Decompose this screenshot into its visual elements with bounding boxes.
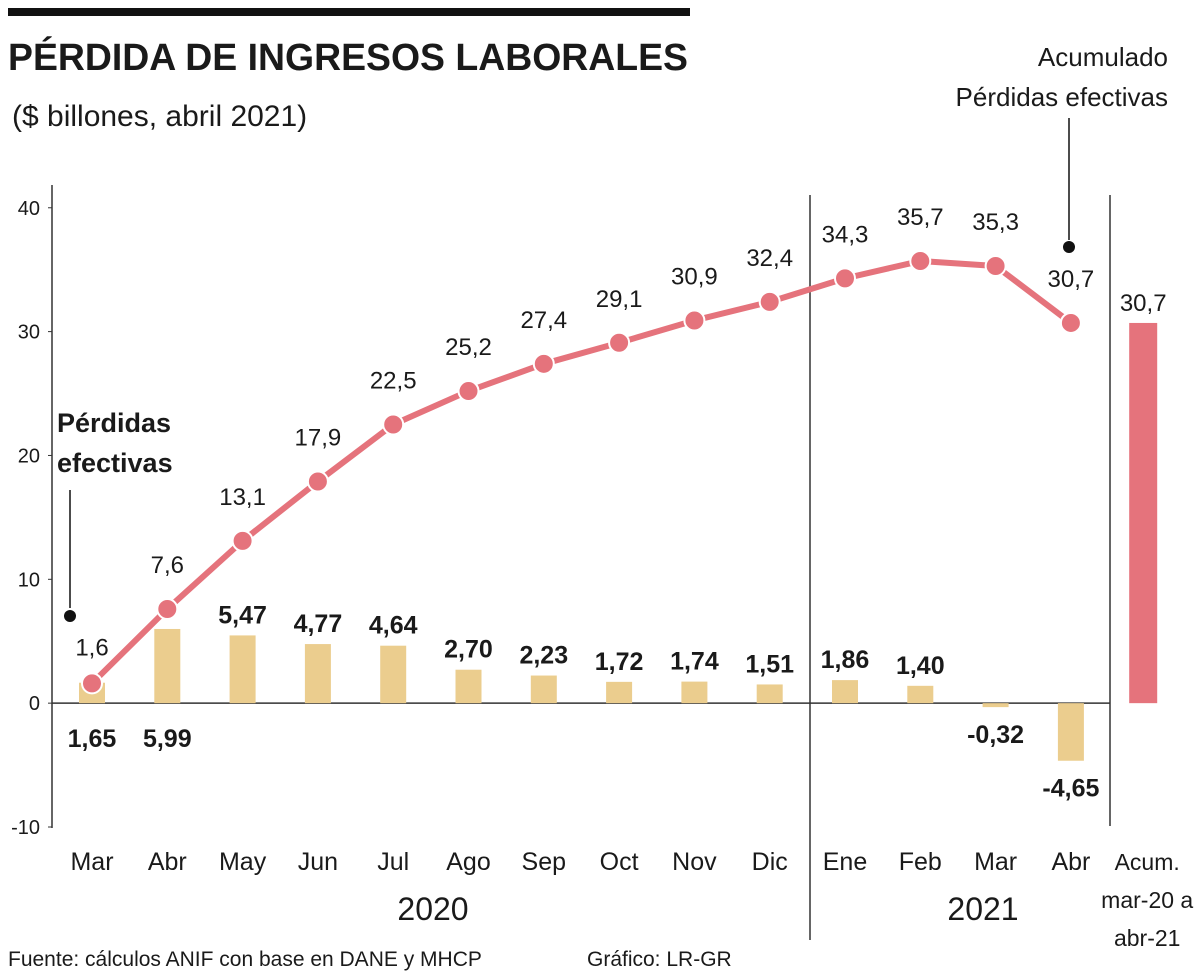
bar bbox=[606, 681, 633, 704]
line-value-label: 29,1 bbox=[596, 286, 643, 313]
bar-value-label: 1,40 bbox=[896, 652, 945, 680]
line-point bbox=[457, 380, 480, 403]
chart-subtitle: ($ billones, abril 2021) bbox=[12, 100, 307, 133]
line-value-label: 32,4 bbox=[746, 245, 793, 272]
x-tick-label: Sep bbox=[522, 848, 566, 876]
bar bbox=[756, 684, 783, 704]
line-point bbox=[909, 250, 932, 273]
annotation-text: Pérdidas bbox=[57, 408, 171, 438]
annotation-dot bbox=[1063, 241, 1075, 253]
x-tick-label: Acum. bbox=[1115, 849, 1180, 875]
y-tick-label: 10 bbox=[18, 569, 40, 591]
x-tick-label: Ago bbox=[446, 848, 490, 876]
line-point bbox=[306, 470, 329, 493]
line-value-label: 17,9 bbox=[295, 424, 342, 451]
line-point bbox=[608, 331, 631, 354]
x-tick-label: May bbox=[219, 848, 267, 876]
line-point bbox=[81, 672, 103, 695]
line-point bbox=[758, 290, 781, 313]
bar-value-label: 1,65 bbox=[68, 725, 117, 753]
bar-value-label: 1,74 bbox=[670, 648, 719, 676]
bar bbox=[380, 645, 407, 704]
annotation-text: Pérdidas efectivas bbox=[956, 82, 1168, 112]
line-value-label: 25,2 bbox=[445, 334, 492, 361]
line-value-label: 1,6 bbox=[75, 634, 108, 661]
bar bbox=[1057, 703, 1084, 761]
year-label: 2021 bbox=[947, 891, 1018, 927]
line-value-label: 27,4 bbox=[520, 307, 567, 334]
top-rule bbox=[8, 8, 690, 16]
bar-value-label: -4,65 bbox=[1042, 775, 1099, 803]
x-tick-label: Nov bbox=[672, 848, 717, 876]
x-tick-label: Mar bbox=[70, 848, 113, 876]
bar bbox=[455, 669, 482, 704]
bar-value-label: 5,99 bbox=[143, 725, 192, 753]
line-point bbox=[1059, 311, 1082, 334]
x-tick-label: mar-20 a bbox=[1101, 887, 1193, 913]
line-value-label: 35,7 bbox=[897, 204, 944, 231]
annotation-text: Acumulado bbox=[1038, 42, 1168, 72]
year-label: 2020 bbox=[397, 891, 468, 927]
bar bbox=[832, 680, 858, 704]
line-value-label: 22,5 bbox=[370, 368, 417, 395]
x-tick-label: Mar bbox=[974, 848, 1017, 876]
total-value-label: 30,7 bbox=[1120, 290, 1167, 317]
x-tick-label: Abr bbox=[1051, 848, 1090, 876]
x-tick-label: Ene bbox=[823, 848, 867, 876]
credit: Gráfico: LR-GR bbox=[587, 948, 732, 971]
total-bar bbox=[1129, 322, 1158, 704]
annotation-dot bbox=[64, 610, 76, 622]
bar bbox=[907, 685, 934, 704]
line-point bbox=[532, 352, 555, 375]
annotation-text: efectivas bbox=[57, 448, 173, 478]
bar bbox=[229, 635, 256, 704]
y-tick-label: -10 bbox=[11, 817, 40, 839]
x-tick-label: Jul bbox=[377, 848, 409, 876]
bar-value-label: 5,47 bbox=[218, 601, 267, 629]
y-tick-label: 40 bbox=[18, 198, 40, 220]
bar bbox=[304, 644, 331, 704]
bar-value-label: -0,32 bbox=[967, 721, 1024, 749]
bar bbox=[681, 681, 708, 704]
x-tick-label: abr-21 bbox=[1114, 925, 1180, 951]
x-tick-label: Abr bbox=[148, 848, 187, 876]
line-value-label: 34,3 bbox=[822, 221, 869, 248]
bar-value-label: 1,72 bbox=[595, 648, 644, 676]
y-tick-label: 20 bbox=[18, 445, 40, 467]
line-value-label: 30,9 bbox=[671, 263, 718, 290]
source: Fuente: cálculos ANIF con base en DANE y… bbox=[8, 948, 482, 971]
x-tick-label: Jun bbox=[298, 848, 338, 876]
x-tick-label: Feb bbox=[899, 848, 942, 876]
bar bbox=[530, 675, 557, 704]
line-point bbox=[834, 267, 856, 290]
bar-value-label: 4,77 bbox=[294, 610, 343, 638]
chart-title: PÉRDIDA DE INGRESOS LABORALES bbox=[8, 35, 688, 79]
bar-value-label: 2,70 bbox=[444, 636, 493, 664]
line bbox=[89, 258, 1073, 686]
bar-value-label: 1,86 bbox=[821, 646, 870, 674]
line-value-label: 7,6 bbox=[151, 552, 184, 579]
x-tick-label: Dic bbox=[752, 848, 788, 876]
y-tick-label: 0 bbox=[29, 693, 40, 715]
line-point bbox=[156, 598, 179, 621]
line-value-label: 13,1 bbox=[219, 484, 266, 511]
x-tick-label: Oct bbox=[600, 848, 639, 876]
line-value-label: 30,7 bbox=[1048, 266, 1095, 293]
bar-value-label: 2,23 bbox=[519, 642, 568, 670]
bar-value-label: 1,51 bbox=[745, 650, 794, 678]
line-point bbox=[683, 309, 706, 332]
line-point bbox=[984, 254, 1007, 277]
bar-value-label: 4,64 bbox=[369, 612, 418, 640]
line-point bbox=[231, 529, 254, 552]
bar bbox=[154, 628, 181, 704]
line-value-label: 35,3 bbox=[972, 209, 1019, 236]
y-tick-label: 30 bbox=[18, 322, 40, 344]
bar bbox=[982, 703, 1009, 708]
line-point bbox=[382, 413, 405, 436]
